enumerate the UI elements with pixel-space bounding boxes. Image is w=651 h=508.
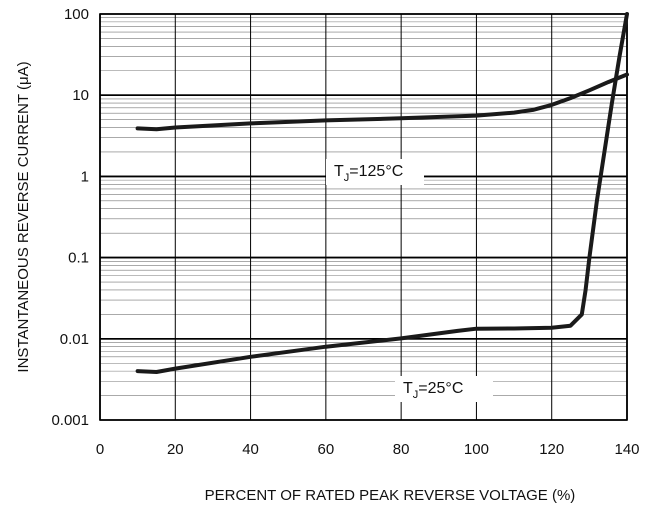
curve-label-bg: [395, 376, 493, 402]
x-tick-label: 20: [167, 441, 184, 458]
y-tick-label: 100: [64, 6, 89, 23]
x-tick-label: 140: [614, 441, 639, 458]
curve-label-tj-25c: TJ=25°C: [403, 380, 463, 401]
series-line-tj-25c: [135, 12, 629, 374]
curve-label-tj-125c: TJ=125°C: [334, 163, 403, 184]
x-tick-label: 80: [393, 441, 410, 458]
y-axis-label: INSTANTANEOUS REVERSE CURRENT (μA): [15, 61, 32, 372]
tick-labels: 0 20 40 60 80 100 120 140 0.001 0.01 0.1 1 10 100: [51, 6, 639, 458]
y-tick-label: 1: [81, 168, 89, 185]
y-tick-label: 0.01: [60, 331, 89, 348]
grid: [99, 13, 628, 421]
plot-frame: [99, 13, 628, 421]
curve-label-bg: [326, 159, 424, 185]
x-tick-label: 0: [96, 441, 104, 458]
x-tick-label: 100: [464, 441, 489, 458]
curve-labels: TJ=125°C TJ=25°C: [326, 159, 493, 402]
y-tick-label: 0.001: [51, 412, 89, 429]
y-tick-label: 10: [72, 87, 89, 104]
y-tick-label: 0.1: [68, 250, 89, 267]
x-axis-label: PERCENT OF RATED PEAK REVERSE VOLTAGE (%…: [205, 487, 576, 504]
series-lines: [135, 12, 629, 374]
x-tick-label: 40: [242, 441, 259, 458]
series-line-tj-125c: [135, 72, 629, 132]
x-tick-label: 60: [318, 441, 335, 458]
x-tick-label: 120: [539, 441, 564, 458]
